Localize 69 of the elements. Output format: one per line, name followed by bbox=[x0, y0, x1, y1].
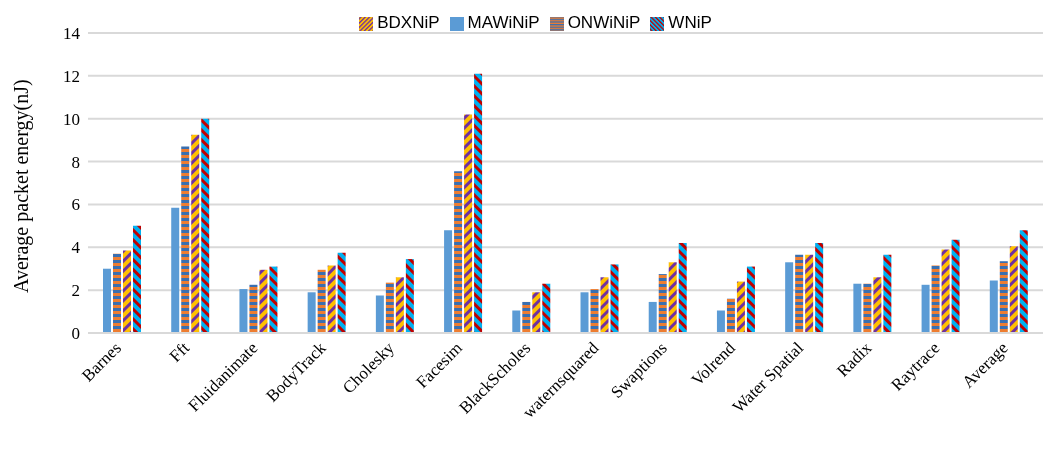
bar bbox=[464, 114, 473, 333]
bar bbox=[668, 262, 677, 333]
bar bbox=[815, 243, 824, 333]
bar bbox=[610, 264, 619, 333]
bar bbox=[853, 283, 862, 333]
bar bbox=[532, 292, 541, 333]
bar bbox=[726, 298, 735, 333]
bar bbox=[1019, 230, 1028, 333]
bar bbox=[337, 252, 346, 333]
bar bbox=[921, 284, 930, 333]
bar bbox=[873, 277, 882, 333]
bar bbox=[989, 280, 998, 333]
bar bbox=[444, 230, 453, 333]
bar bbox=[474, 73, 483, 333]
bar bbox=[590, 289, 599, 333]
bar bbox=[746, 266, 755, 333]
bar bbox=[171, 207, 180, 333]
bar bbox=[931, 265, 940, 333]
bar bbox=[307, 292, 316, 333]
bar bbox=[999, 261, 1008, 333]
bar bbox=[113, 253, 122, 333]
y-tick-label: 6 bbox=[71, 195, 80, 215]
y-tick-label: 12 bbox=[63, 66, 80, 86]
bar bbox=[259, 269, 268, 333]
bar bbox=[454, 171, 463, 333]
bar bbox=[405, 259, 414, 333]
bar bbox=[805, 254, 814, 333]
bar bbox=[580, 292, 589, 333]
bar bbox=[327, 265, 336, 333]
bar bbox=[736, 281, 745, 333]
bar bbox=[883, 254, 892, 333]
y-tick-label: 10 bbox=[63, 109, 80, 129]
y-tick-label: 8 bbox=[71, 152, 80, 172]
bar bbox=[785, 262, 794, 333]
y-tick-label: 14 bbox=[63, 24, 81, 44]
bar bbox=[181, 146, 190, 333]
bar bbox=[716, 310, 725, 333]
bar bbox=[951, 239, 960, 333]
bar bbox=[1009, 246, 1018, 333]
bar bbox=[375, 295, 384, 333]
bar bbox=[512, 310, 521, 333]
bar bbox=[658, 274, 667, 333]
bar bbox=[648, 301, 657, 333]
bar bbox=[522, 301, 531, 333]
y-tick-label: 4 bbox=[71, 238, 81, 258]
y-tick-label: 0 bbox=[71, 324, 80, 344]
bar bbox=[239, 289, 248, 333]
y-axis-title: Average packet energy(nJ) bbox=[10, 79, 34, 293]
bar bbox=[133, 225, 142, 333]
legend-label: ONWiNiP bbox=[567, 13, 641, 32]
bar bbox=[941, 249, 950, 333]
bar bbox=[201, 118, 210, 333]
bar bbox=[249, 284, 258, 333]
bar bbox=[269, 266, 278, 333]
legend-label: MAWiNiP bbox=[467, 13, 540, 32]
bar bbox=[385, 282, 394, 333]
bar bbox=[317, 269, 326, 333]
bar bbox=[678, 243, 687, 333]
bar bbox=[103, 268, 112, 333]
bar bbox=[795, 254, 804, 333]
bar bbox=[542, 283, 551, 333]
bar bbox=[395, 277, 404, 333]
bar bbox=[600, 277, 609, 333]
legend-label: BDXNiP bbox=[377, 13, 440, 32]
bar bbox=[863, 283, 872, 333]
legend-label: WNiP bbox=[668, 13, 712, 32]
bar bbox=[191, 134, 200, 333]
bar bbox=[123, 250, 132, 333]
y-tick-label: 2 bbox=[71, 281, 80, 301]
